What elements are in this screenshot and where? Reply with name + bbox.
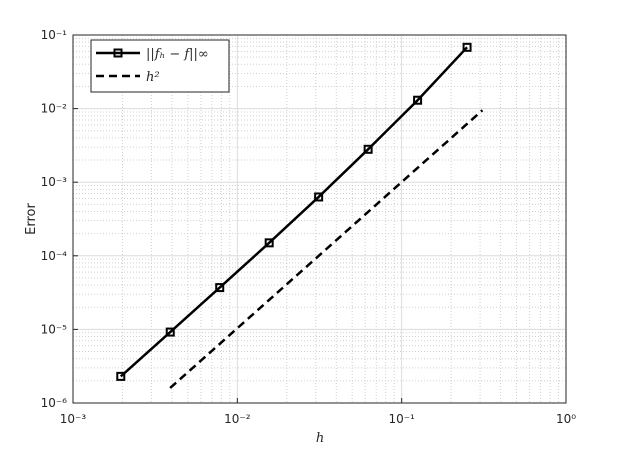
marker: [264, 238, 274, 248]
y-tick-label: 10⁻¹: [41, 28, 68, 42]
x-axis-label: h: [316, 431, 324, 446]
series-line: [119, 46, 468, 378]
series-line: [169, 109, 484, 389]
marker: [363, 144, 373, 154]
legend-label: h²: [146, 70, 160, 85]
marker: [462, 42, 472, 52]
y-tick-label: 10⁻⁶: [41, 396, 68, 410]
y-tick-label: 10⁻⁴: [41, 249, 68, 263]
x-tick-label: 10⁻³: [60, 412, 87, 426]
plot-area: [73, 35, 566, 403]
legend-marker: [113, 48, 123, 58]
marker: [413, 95, 423, 105]
y-tick-label: 10⁻²: [41, 102, 68, 116]
marker: [116, 371, 126, 381]
marker: [215, 283, 225, 293]
x-tick-label: 10⁻¹: [388, 412, 415, 426]
y-axis-label: Error: [24, 203, 39, 235]
x-tick-label: 10⁰: [556, 412, 576, 426]
legend-label: ||fₕ − f||∞: [146, 47, 209, 62]
marker: [314, 192, 324, 202]
y-tick-label: 10⁻³: [41, 175, 68, 189]
marker: [165, 327, 175, 337]
y-tick-label: 10⁻⁵: [41, 322, 68, 336]
x-tick-label: 10⁻²: [224, 412, 251, 426]
axes-frame: [72, 34, 567, 404]
